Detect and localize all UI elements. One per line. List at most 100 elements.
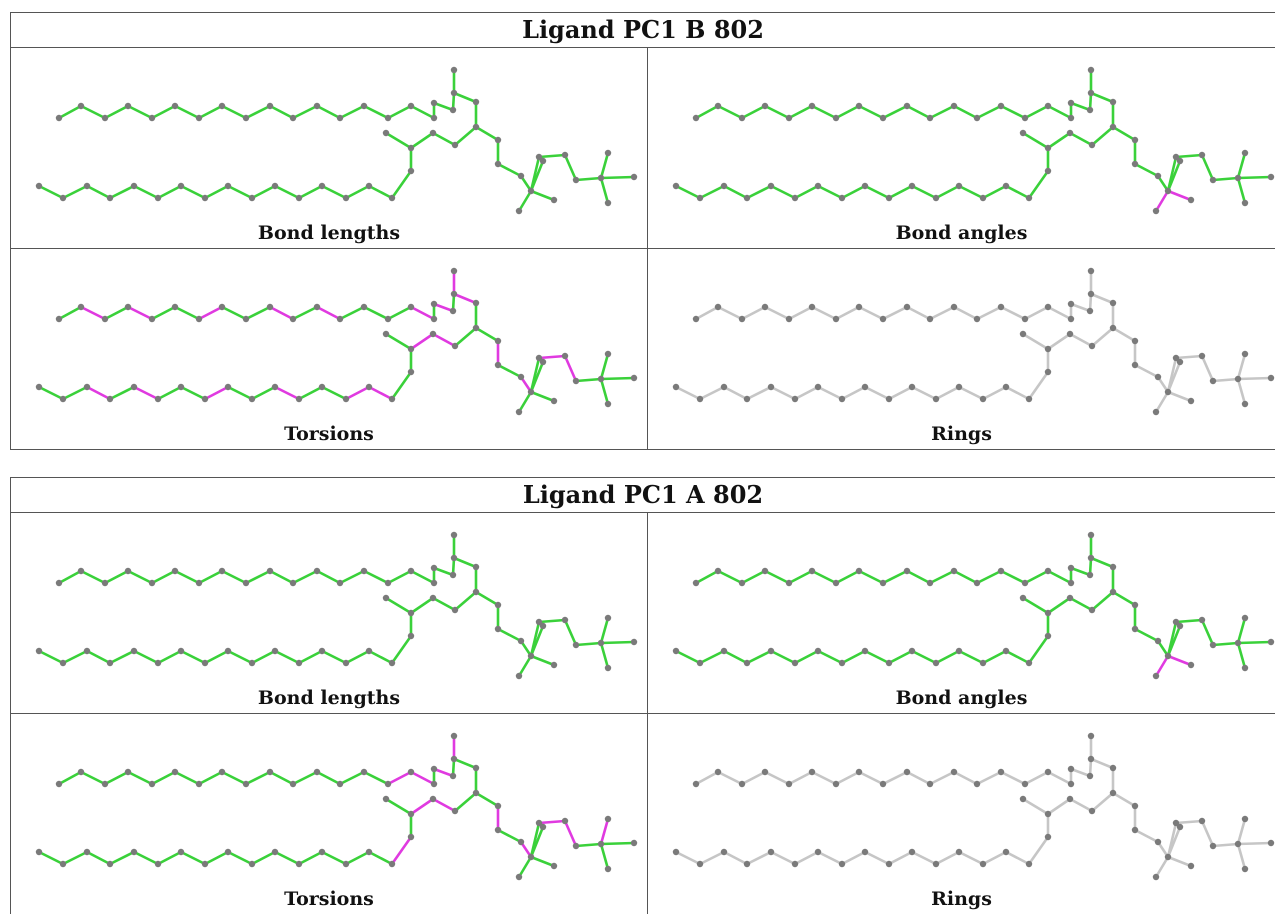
- bond: [694, 569, 720, 585]
- atom: [384, 780, 392, 788]
- bond: [197, 770, 224, 786]
- bond: [1023, 104, 1050, 120]
- atom: [451, 606, 459, 614]
- bond: [320, 649, 348, 665]
- bond: [1211, 641, 1240, 647]
- atom: [535, 354, 543, 362]
- bond: [887, 385, 914, 401]
- bond: [599, 640, 636, 645]
- atom: [494, 625, 502, 633]
- atom: [430, 780, 438, 788]
- atom: [1044, 303, 1052, 311]
- atom: [1044, 609, 1052, 617]
- atom: [429, 129, 437, 137]
- atom: [973, 315, 981, 323]
- bond: [881, 569, 909, 585]
- bond: [716, 770, 744, 786]
- bond: [698, 850, 726, 866]
- atom: [318, 848, 326, 856]
- atom: [407, 567, 415, 575]
- atom: [1172, 153, 1180, 161]
- atom: [365, 647, 373, 655]
- atom: [1164, 187, 1172, 195]
- atom: [539, 622, 547, 630]
- bond: [1236, 640, 1273, 645]
- atom: [1241, 865, 1249, 873]
- bond: [1068, 596, 1094, 612]
- atom: [808, 102, 816, 110]
- atom: [148, 114, 156, 122]
- atom: [767, 383, 775, 391]
- bond: [999, 104, 1027, 120]
- bond: [928, 305, 956, 321]
- bond: [268, 305, 295, 321]
- atom: [1021, 315, 1029, 323]
- atom: [494, 601, 502, 609]
- atom: [494, 802, 502, 810]
- bond: [85, 184, 112, 200]
- atom: [342, 659, 350, 667]
- atom: [926, 114, 934, 122]
- bond: [793, 649, 820, 665]
- bond: [367, 850, 394, 866]
- atom: [318, 383, 326, 391]
- bond: [315, 569, 342, 585]
- bond: [1166, 356, 1178, 394]
- atom: [979, 194, 987, 202]
- bond: [740, 569, 767, 585]
- atom: [55, 114, 63, 122]
- atom: [1131, 826, 1139, 834]
- atom: [1067, 300, 1075, 308]
- bond: [431, 596, 457, 612]
- bond: [1090, 590, 1115, 612]
- atom: [879, 579, 887, 587]
- atom: [35, 848, 43, 856]
- atom: [604, 400, 612, 408]
- bond: [1236, 841, 1273, 846]
- bond: [61, 850, 89, 866]
- bond: [1089, 556, 1115, 569]
- atom: [604, 865, 612, 873]
- atom: [767, 182, 775, 190]
- atom: [1209, 842, 1217, 850]
- atom: [171, 567, 179, 575]
- atom: [248, 659, 256, 667]
- bond: [203, 649, 230, 665]
- molecule-diagram: [672, 267, 1275, 416]
- atom: [832, 780, 840, 788]
- atom: [672, 848, 680, 856]
- atom: [365, 182, 373, 190]
- atom: [1066, 330, 1074, 338]
- atom: [885, 860, 893, 868]
- atom: [785, 315, 793, 323]
- atom: [696, 659, 704, 667]
- atom: [266, 303, 274, 311]
- bond: [722, 649, 749, 665]
- bond: [1211, 377, 1240, 383]
- atom: [1241, 400, 1249, 408]
- atom: [955, 848, 963, 856]
- bond: [61, 184, 89, 200]
- bond: [574, 377, 603, 383]
- atom: [382, 330, 390, 338]
- bond: [529, 155, 541, 193]
- bond: [268, 770, 295, 786]
- bond: [291, 104, 319, 120]
- bond: [220, 305, 248, 321]
- atom: [407, 810, 415, 818]
- bond: [698, 649, 726, 665]
- bond: [179, 850, 207, 866]
- bond: [517, 855, 533, 879]
- atom: [550, 397, 558, 405]
- bond: [674, 385, 702, 401]
- atom: [407, 632, 415, 640]
- atom: [101, 780, 109, 788]
- bond: [150, 770, 177, 786]
- atom: [855, 102, 863, 110]
- atom: [861, 383, 869, 391]
- atom: [289, 114, 297, 122]
- atom: [791, 659, 799, 667]
- atom: [861, 182, 869, 190]
- atom: [761, 567, 769, 575]
- bond: [537, 153, 567, 159]
